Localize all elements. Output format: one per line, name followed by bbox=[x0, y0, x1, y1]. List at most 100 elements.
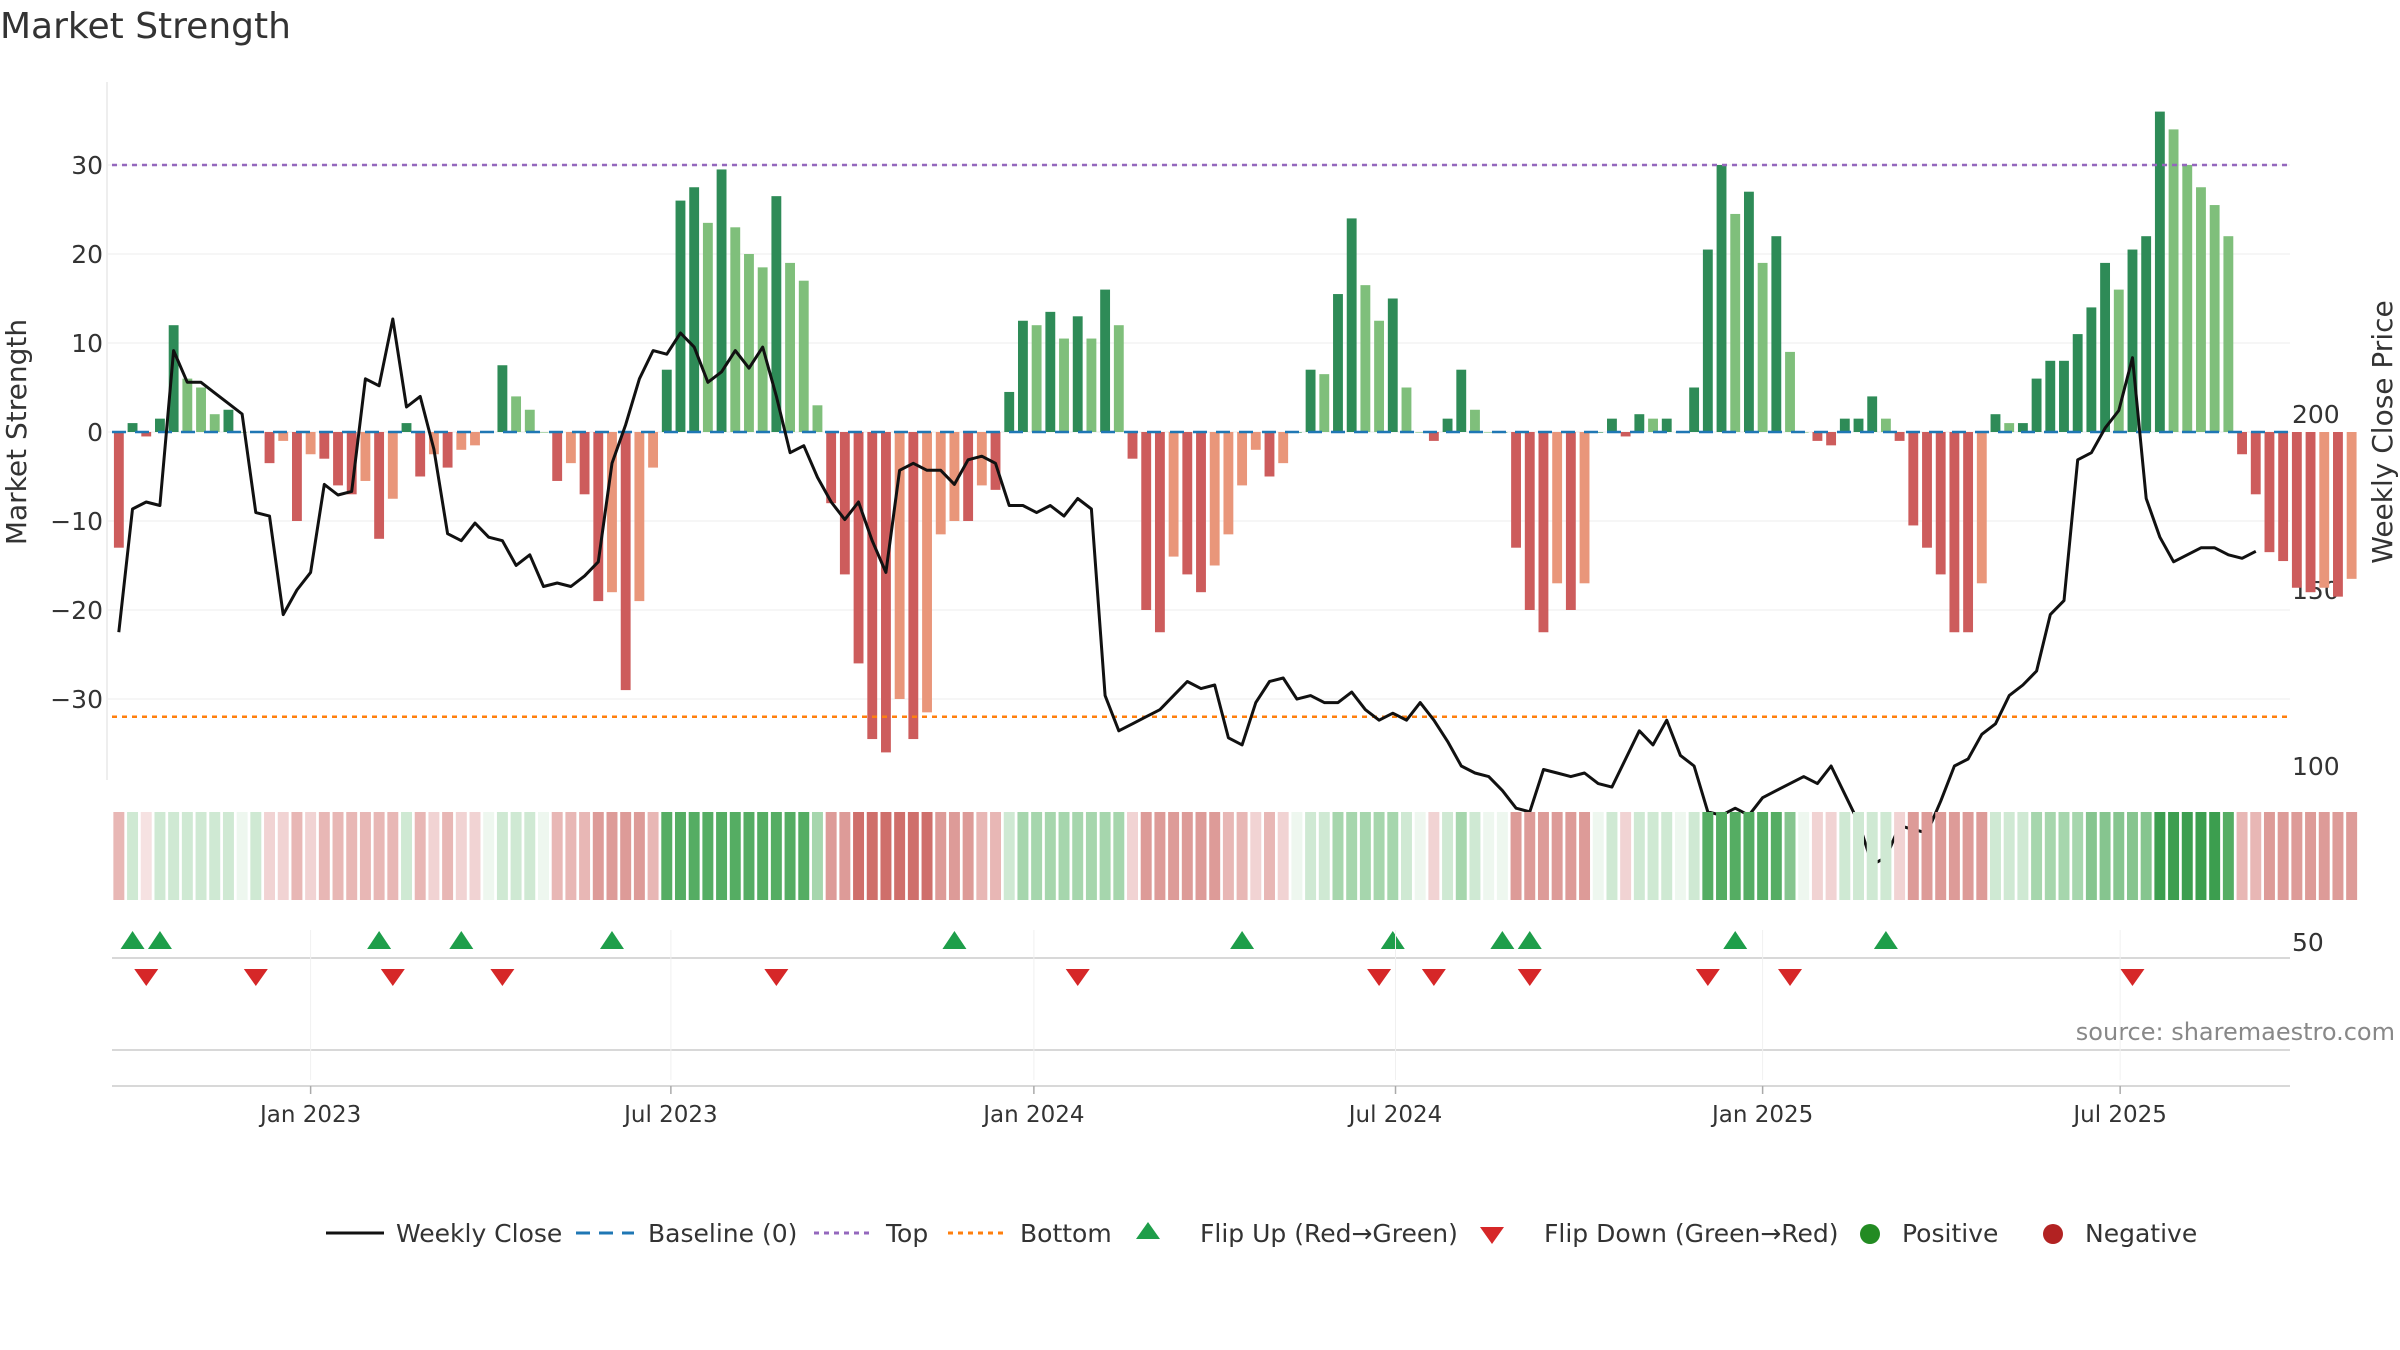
strength-bar bbox=[593, 432, 604, 602]
heat-cell bbox=[236, 812, 248, 900]
heat-cell bbox=[2003, 812, 2015, 900]
strength-bar bbox=[333, 432, 343, 486]
flip-down-marker bbox=[2120, 969, 2145, 986]
reference-lines bbox=[112, 163, 2290, 719]
heat-cell bbox=[2168, 812, 2180, 900]
heat-cell bbox=[1784, 812, 1796, 900]
strength-bar bbox=[1031, 325, 1042, 432]
heat-cell bbox=[757, 812, 769, 900]
heat-cell bbox=[428, 812, 440, 900]
heat-cell bbox=[1770, 812, 1782, 900]
strength-bar bbox=[744, 254, 754, 432]
strength-bar bbox=[2209, 205, 2220, 432]
heat-cell bbox=[551, 812, 563, 900]
right-tick-label: 100 bbox=[2292, 752, 2340, 781]
heat-cell bbox=[1058, 812, 1070, 900]
strength-bar bbox=[1593, 432, 1604, 433]
heat-cell bbox=[483, 812, 495, 900]
heat-cell bbox=[1592, 812, 1604, 900]
strength-bar bbox=[1004, 391, 1015, 432]
strength-bar bbox=[2264, 432, 2275, 553]
strength-bar bbox=[771, 196, 782, 432]
heat-cell bbox=[1181, 812, 1193, 900]
x-tick-label: Jan 2024 bbox=[981, 1102, 1084, 1128]
strength-bar bbox=[497, 365, 508, 432]
heat-cell bbox=[127, 812, 139, 900]
strength-bar bbox=[1360, 285, 1371, 432]
strength-bar bbox=[2196, 187, 2206, 432]
heat-cell bbox=[1894, 812, 1906, 900]
strength-bar bbox=[1209, 432, 1220, 566]
legend-negative-dot-icon bbox=[2043, 1224, 2063, 1244]
flip-up-marker bbox=[1873, 931, 1898, 949]
heat-cell bbox=[2332, 812, 2344, 900]
strength-bar bbox=[264, 432, 275, 464]
heat-cell bbox=[1853, 812, 1864, 900]
strength-bar bbox=[1456, 369, 1467, 432]
strength-bar bbox=[634, 432, 645, 602]
legend: Weekly Close Baseline (0) Top Bottom Fli… bbox=[326, 1219, 2197, 1248]
strength-bars bbox=[113, 111, 2357, 753]
strength-bar bbox=[278, 432, 289, 441]
strength-bar bbox=[908, 432, 919, 740]
strength-bar bbox=[2278, 432, 2289, 562]
heat-cell bbox=[592, 812, 604, 900]
heat-cell bbox=[346, 812, 358, 900]
strength-bar bbox=[1743, 191, 1754, 432]
strength-bar bbox=[2291, 432, 2302, 588]
heat-cell bbox=[1140, 812, 1152, 900]
strength-bar bbox=[1894, 432, 1905, 441]
heat-cell bbox=[948, 812, 960, 900]
strength-bar bbox=[511, 396, 522, 432]
strength-bar bbox=[141, 432, 152, 437]
strength-bar bbox=[1470, 409, 1480, 432]
strength-bar bbox=[812, 405, 823, 432]
heat-cell bbox=[538, 812, 549, 900]
strength-bar bbox=[579, 432, 590, 495]
weekly-close-polyline bbox=[117, 317, 2257, 867]
strength-bar bbox=[428, 432, 439, 455]
heat-cell bbox=[1839, 812, 1851, 900]
heat-cell bbox=[647, 812, 659, 900]
legend-flip-down-icon bbox=[1480, 1227, 1504, 1244]
strength-bar bbox=[1059, 338, 1069, 432]
left-tick-label: 0 bbox=[87, 418, 103, 447]
strength-bar bbox=[209, 414, 220, 432]
heat-cell bbox=[1373, 812, 1385, 900]
strength-bar bbox=[1648, 418, 1658, 432]
heat-cell bbox=[784, 812, 796, 900]
right-tick-label: 200 bbox=[2292, 400, 2340, 429]
legend-flip-up-icon bbox=[1136, 1222, 1160, 1239]
strength-bar bbox=[319, 432, 330, 459]
heat-cell bbox=[264, 812, 276, 900]
heat-cell bbox=[866, 812, 878, 900]
strength-bar bbox=[1757, 262, 1768, 432]
strength-bar bbox=[223, 409, 234, 432]
strength-bar bbox=[1305, 369, 1316, 432]
heat-cell bbox=[1236, 812, 1248, 900]
heat-cell bbox=[1428, 812, 1440, 900]
heat-cell bbox=[2113, 812, 2125, 900]
heat-cell bbox=[1400, 812, 1412, 900]
strength-bar bbox=[798, 280, 809, 432]
heat-cell bbox=[1414, 812, 1426, 900]
strength-bar bbox=[1963, 432, 1974, 633]
heat-cell bbox=[318, 812, 330, 900]
heat-cell bbox=[250, 812, 262, 900]
strength-bar bbox=[1278, 432, 1289, 464]
strength-bar bbox=[826, 432, 837, 504]
heat-cell bbox=[1935, 812, 1947, 900]
strength-bar bbox=[1949, 432, 1960, 633]
strength-bar bbox=[1333, 294, 1343, 432]
strength-bar bbox=[2305, 432, 2316, 593]
strength-bar bbox=[2045, 360, 2056, 432]
strength-bar bbox=[2031, 378, 2042, 432]
heat-cell bbox=[2031, 812, 2043, 900]
heat-cell bbox=[496, 812, 508, 900]
strength-bar bbox=[1935, 432, 1946, 575]
heat-cell bbox=[2263, 812, 2275, 900]
flip-down-marker bbox=[380, 969, 405, 986]
strength-bar bbox=[1100, 289, 1111, 432]
strength-bar bbox=[1045, 311, 1056, 432]
heat-cell bbox=[1620, 812, 1632, 900]
